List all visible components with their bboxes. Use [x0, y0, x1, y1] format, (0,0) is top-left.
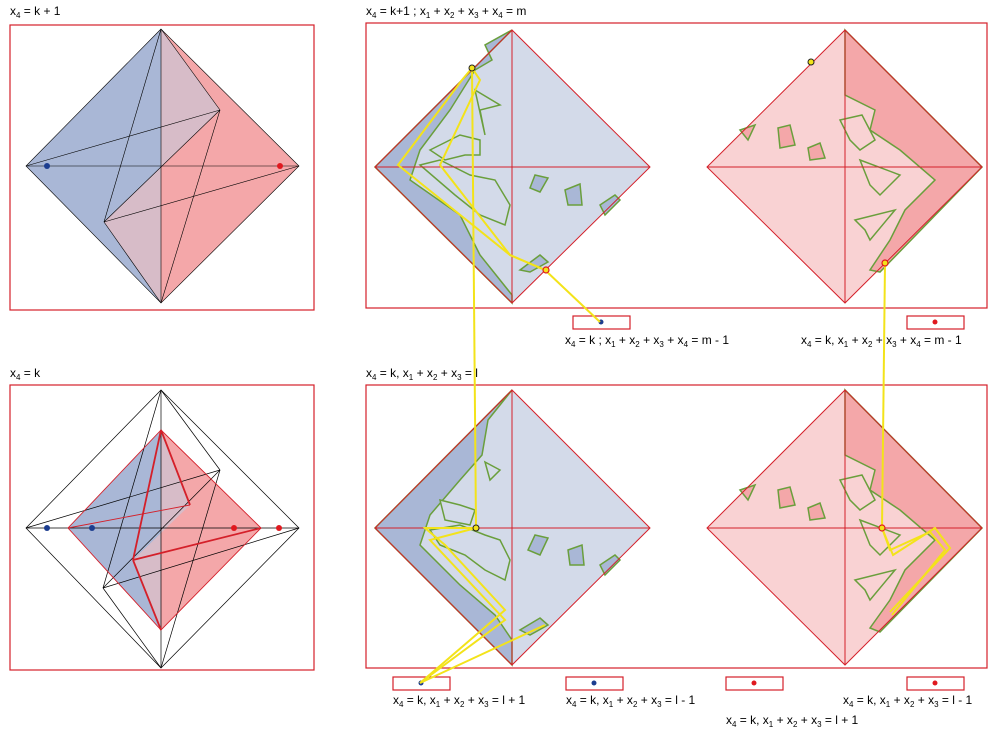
top-blue-diamond	[373, 29, 651, 305]
red-dot	[277, 163, 283, 169]
red-dot-outer	[276, 525, 282, 531]
label-bottom-right: x4 = k, x1 + x2 + x3 = l	[366, 366, 478, 382]
panel-bottom-right	[365, 384, 988, 669]
bottom-blue-diamond	[373, 389, 651, 667]
key-points	[468, 58, 889, 532]
yellow-paths	[396, 67, 952, 684]
blue-dot-inner	[89, 525, 95, 531]
red-dot-inner	[231, 525, 237, 531]
caption-bottom-3: x4 = k, x1 + x2 + x3 = l + 1	[726, 713, 859, 729]
caption-blue-top: x4 = k ; x1 + x2 + x3 + x4 = m - 1	[565, 333, 729, 349]
caption-red-top: x4 = k, x1 + x2 + x3 + x4 = m - 1	[801, 333, 962, 349]
label-top-right: x4 = k+1 ; x1 + x2 + x3 + x4 = m	[366, 4, 526, 20]
caption-bottom-1: x4 = k, x1 + x2 + x3 = l + 1	[393, 693, 526, 709]
label-top-left: x4 = k + 1	[10, 4, 61, 20]
panel-top-right	[365, 22, 988, 309]
panel-bottom-left	[9, 384, 315, 671]
caption-bottom-2: x4 = k, x1 + x2 + x3 = l - 1	[566, 693, 696, 709]
caption-bottom-4: x4 = k, x1 + x2 + x3 = l - 1	[843, 693, 973, 709]
bottom-red-diamond	[706, 388, 984, 666]
blue-dot-outer	[44, 525, 50, 531]
label-bottom-left: x4 = k	[10, 366, 41, 382]
blue-dot	[44, 163, 50, 169]
top-red-diamond	[706, 28, 984, 304]
caption-boxes	[392, 315, 965, 691]
panel-top-left	[9, 24, 315, 311]
